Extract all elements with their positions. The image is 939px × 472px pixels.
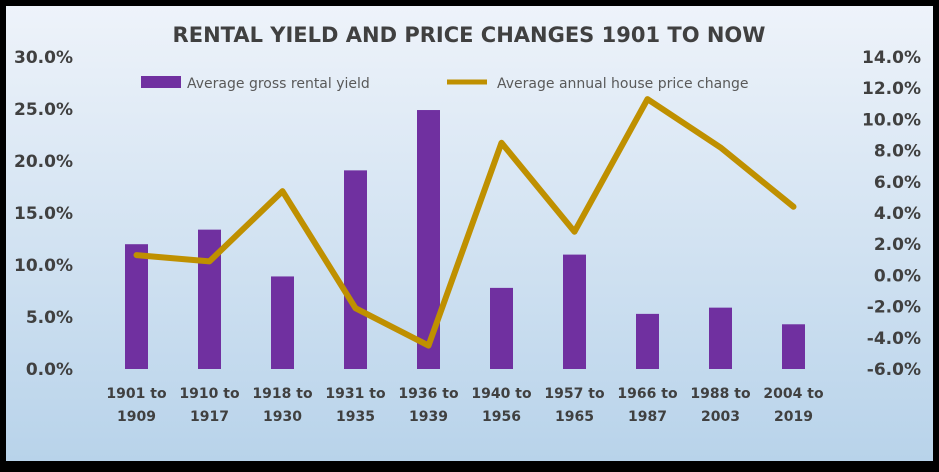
- right-axis-tick-label: -4.0%: [867, 329, 921, 349]
- left-axis-tick-label: 25.0%: [14, 100, 73, 120]
- rental-yield-bar: [563, 255, 586, 369]
- legend-label-price-change: Average annual house price change: [497, 76, 749, 92]
- rental-yield-bar: [636, 314, 659, 369]
- rental-yield-bar: [344, 170, 367, 369]
- right-axis-tick-label: 0.0%: [874, 266, 921, 286]
- right-axis-tick-label: 4.0%: [874, 204, 921, 224]
- rental-yield-bar: [490, 288, 513, 369]
- right-axis-tick-label: 6.0%: [874, 173, 921, 193]
- left-axis-tick-label: 30.0%: [14, 48, 73, 68]
- right-axis-tick-label: -6.0%: [867, 360, 921, 380]
- chart-title: RENTAL YIELD AND PRICE CHANGES 1901 TO N…: [173, 23, 766, 47]
- right-axis-tick-label: 2.0%: [874, 235, 921, 255]
- rental-yield-bar: [709, 308, 732, 369]
- rental-yield-bar: [125, 244, 148, 369]
- left-axis-tick-label: 0.0%: [26, 360, 73, 380]
- right-axis-tick-label: -2.0%: [867, 298, 921, 318]
- legend-label-rental-yield: Average gross rental yield: [187, 76, 370, 92]
- rental-yield-bar: [782, 324, 805, 369]
- right-axis-tick-label: 10.0%: [862, 110, 921, 130]
- right-axis-tick-label: 8.0%: [874, 142, 921, 162]
- left-axis-tick-label: 15.0%: [14, 204, 73, 224]
- left-axis-tick-label: 5.0%: [26, 308, 73, 328]
- right-axis-tick-label: 14.0%: [862, 48, 921, 68]
- left-axis-tick-label: 20.0%: [14, 152, 73, 172]
- rental-yield-bar: [271, 276, 294, 369]
- right-axis-tick-label: 12.0%: [862, 79, 921, 99]
- left-axis-tick-label: 10.0%: [14, 256, 73, 276]
- legend-swatch-rental-yield: [141, 76, 181, 88]
